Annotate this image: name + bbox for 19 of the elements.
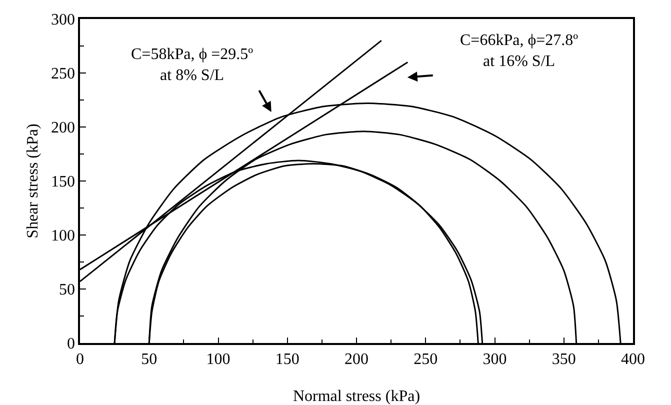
y-tick-label: 100 xyxy=(51,228,76,245)
y-axis-title: Shear stress (kPa) xyxy=(24,124,42,238)
x-tick-label: 300 xyxy=(482,350,507,368)
x-tick-label: 200 xyxy=(344,350,368,368)
y-tick-label: 50 xyxy=(59,282,76,299)
y-tick-label: 0 xyxy=(67,336,76,353)
x-axis-title: Normal stress (kPa) xyxy=(292,388,420,405)
y-tick-label: 250 xyxy=(51,66,76,83)
y-tick-label: 200 xyxy=(51,120,76,137)
x-tick-label: 250 xyxy=(414,350,438,368)
annotation: C=58kPa, ϕ =29.5º at 8% S/L xyxy=(131,46,254,84)
annotation: C=66kPa, ϕ=27.8º at 16% S/L xyxy=(460,32,578,70)
x-tick-label: 350 xyxy=(552,350,576,368)
y-tick-label: 300 xyxy=(51,12,76,29)
y-tick-label: 150 xyxy=(51,174,76,191)
x-tick-label: 50 xyxy=(141,350,158,368)
x-tick-label: 100 xyxy=(206,350,230,368)
x-tick-label: 400 xyxy=(621,350,645,368)
x-tick-label: 150 xyxy=(275,350,300,368)
